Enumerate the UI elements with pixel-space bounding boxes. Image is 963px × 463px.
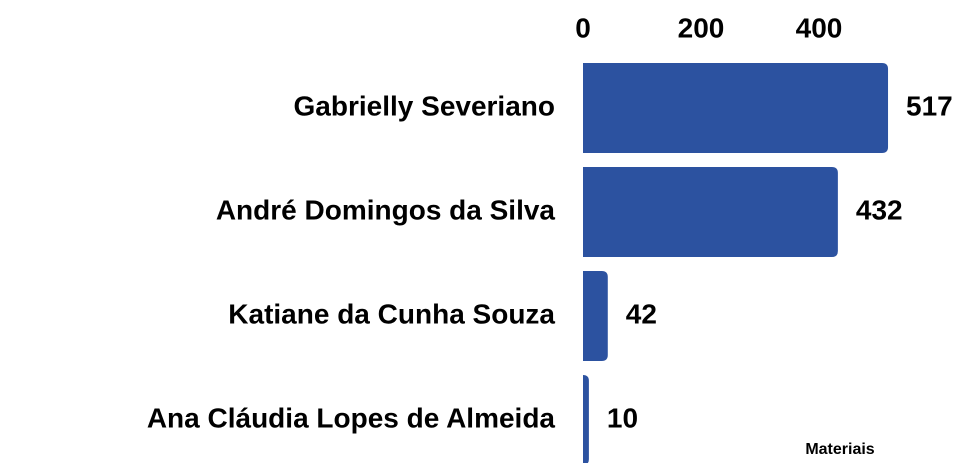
bar bbox=[583, 63, 889, 153]
x-tick-label: 400 bbox=[796, 12, 843, 43]
y-tick-label: Katiane da Cunha Souza bbox=[228, 298, 555, 329]
value-label: 517 bbox=[906, 90, 953, 121]
y-tick-label: Ana Cláudia Lopes de Almeida bbox=[147, 402, 556, 433]
bar bbox=[583, 375, 589, 463]
y-tick-label: André Domingos da Silva bbox=[216, 194, 556, 225]
x-tick-label: 0 bbox=[575, 12, 591, 43]
bar bbox=[583, 167, 838, 257]
x-tick-label: 200 bbox=[678, 12, 725, 43]
bar bbox=[583, 271, 608, 361]
y-tick-label: Gabrielly Severiano bbox=[294, 90, 555, 121]
value-label: 432 bbox=[856, 194, 903, 225]
x-axis-label: Materiais bbox=[805, 441, 874, 458]
value-label: 10 bbox=[607, 402, 638, 433]
value-label: 42 bbox=[626, 298, 657, 329]
